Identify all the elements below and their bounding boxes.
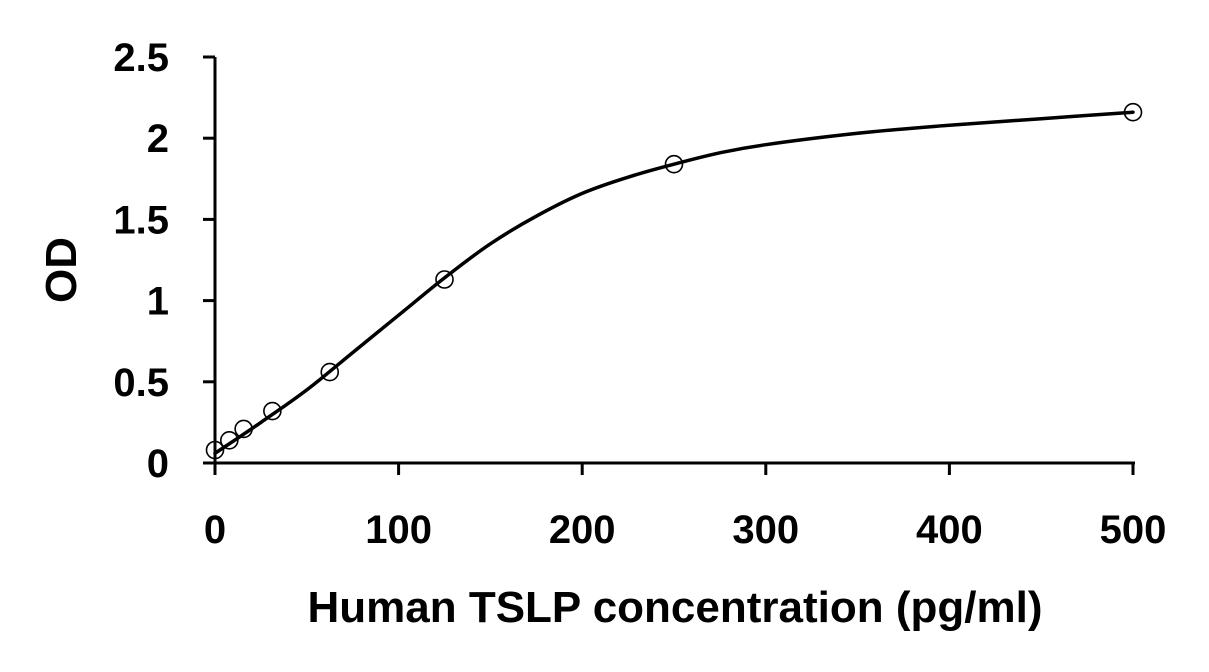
x-tick-label: 500	[1100, 508, 1167, 552]
y-tick-label: 2.5	[113, 36, 169, 80]
data-point	[320, 362, 340, 382]
y-tick-label: 2	[147, 117, 169, 161]
data-point	[664, 154, 684, 174]
data-point	[1123, 102, 1143, 122]
data-point	[220, 430, 239, 450]
plot-area: 0 0.5 1 1.5 2 2.5 0 100 200 300 400 500	[113, 36, 1166, 552]
y-tick-label: 0.5	[113, 361, 169, 405]
data-point	[234, 419, 253, 439]
x-tick-label: 200	[549, 508, 616, 552]
y-tick-label: 1	[147, 280, 169, 324]
fit-curve-line	[213, 110, 1135, 456]
y-tick-label: 0	[147, 442, 169, 486]
x-tick-label: 0	[204, 508, 226, 552]
y-axis-title: OD	[37, 237, 86, 303]
data-point	[205, 440, 225, 460]
x-tick-label: 400	[916, 508, 983, 552]
x-tick-label: 300	[732, 508, 799, 552]
data-point	[263, 401, 282, 421]
data-point	[435, 270, 454, 289]
x-tick-label: 100	[365, 508, 432, 552]
x-axis-title: Human TSLP concentration (pg/ml)	[307, 583, 1042, 632]
y-tick-label: 1.5	[113, 198, 169, 242]
